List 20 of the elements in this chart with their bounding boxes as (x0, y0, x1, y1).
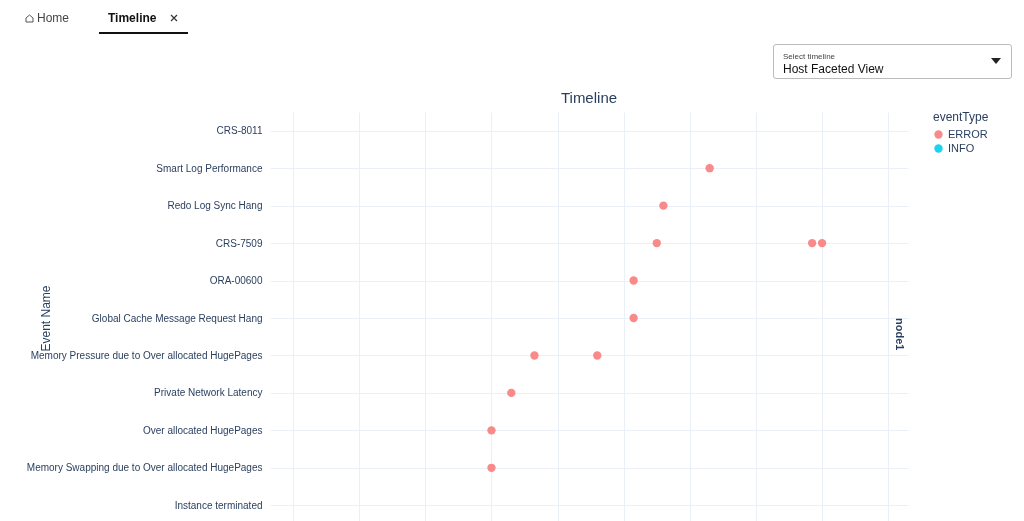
y-tick-label: Global Cache Message Request Hang (91, 312, 263, 324)
text: Select timeline (783, 52, 836, 61)
y-tick-label: ORA-00600 (209, 275, 263, 287)
text: Home (37, 11, 70, 25)
y-tick-label: Memory Swapping due to Over allocated HugePages (26, 462, 263, 474)
y-tick-label: Over allocated HugePages (142, 424, 263, 436)
y-tick-label: CRS-8011 (216, 125, 263, 137)
y-tick-label: Redo Log Sync Hang (167, 200, 263, 212)
legend-label: ERROR (948, 127, 988, 140)
y-axis-title: Event Name (38, 285, 53, 352)
legend-label: INFO (948, 141, 975, 154)
text: Timeline (108, 11, 157, 25)
text: node1 (894, 318, 906, 351)
text: Host Faceted View (783, 62, 884, 76)
chart-title: Timeline (560, 89, 618, 106)
y-tick-label: Smart Log Performance (156, 162, 263, 174)
y-tick-label: CRS-7509 (215, 237, 263, 249)
legend-title: eventType (933, 110, 989, 124)
y-tick-label: Private Network Latency (154, 387, 263, 399)
y-tick-label: Instance terminated (174, 499, 263, 511)
